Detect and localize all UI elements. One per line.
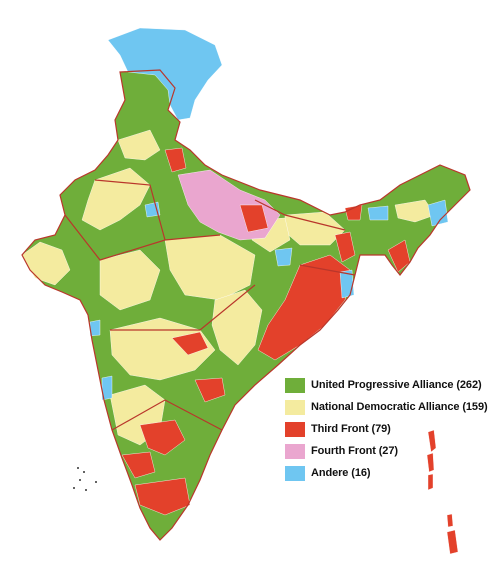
region-third-front-tamilnadu-n: [121, 451, 156, 479]
region-third-front-up: [239, 204, 269, 233]
region-third-front-mp: [171, 331, 209, 356]
region-nda-mp-west: [99, 249, 161, 311]
andaman-nicobar-islands: [426, 429, 459, 555]
legend-swatch-fourth-front: [285, 443, 305, 459]
region-nda-punjab: [117, 129, 161, 161]
region-nda-mp-central: [164, 234, 256, 301]
legend-label-upa: United Progressive Alliance (262): [311, 379, 482, 391]
region-third-front-up-west: [164, 147, 187, 173]
region-nda-assam: [394, 199, 436, 223]
map-legend: United Progressive Alliance (262) Nation…: [285, 374, 495, 484]
legend-item-fourth-front: Fourth Front (27): [285, 440, 495, 462]
legend-item-third-front: Third Front (79): [285, 418, 495, 440]
legend-swatch-third-front: [285, 421, 305, 437]
region-nda-chhattisgarh: [211, 289, 263, 366]
region-nda-maharashtra: [109, 317, 216, 381]
state-border-outline: [21, 69, 471, 541]
region-others-northeast: [427, 199, 449, 227]
legend-label-third-front: Third Front (79): [311, 423, 391, 435]
legend-label-others: Andere (16): [311, 467, 371, 479]
legend-swatch-others: [285, 465, 305, 481]
region-others-bihar: [274, 247, 293, 267]
region-third-front-tamilnadu-s: [134, 477, 191, 516]
region-third-front-bengal: [334, 231, 356, 263]
region-others-gujarat: [89, 319, 101, 337]
legend-swatch-upa: [285, 377, 305, 393]
lakshadweep-islands: [73, 467, 97, 491]
region-third-front-ap: [194, 377, 226, 403]
region-third-front-sikkim: [344, 204, 363, 221]
legend-swatch-nda: [285, 399, 305, 415]
legend-label-fourth-front: Fourth Front (27): [311, 445, 398, 457]
legend-item-upa: United Progressive Alliance (262): [285, 374, 495, 396]
legend-item-nda: National Democratic Alliance (159): [285, 396, 495, 418]
region-third-front-karnataka: [139, 419, 186, 456]
region-others-sikkim: [367, 205, 389, 221]
state-border-internal: [64, 179, 356, 431]
legend-label-nda: National Democratic Alliance (159): [311, 401, 488, 413]
region-jammu-kashmir: [107, 27, 223, 121]
legend-item-others: Andere (16): [285, 462, 495, 484]
